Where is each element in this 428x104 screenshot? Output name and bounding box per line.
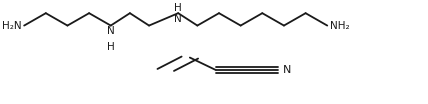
Text: NH₂: NH₂ <box>330 21 349 31</box>
Text: H: H <box>107 42 115 52</box>
Text: N: N <box>174 14 182 24</box>
Text: N: N <box>283 65 291 75</box>
Text: H: H <box>174 3 182 13</box>
Text: N: N <box>107 26 115 36</box>
Text: H₂N: H₂N <box>2 21 22 31</box>
